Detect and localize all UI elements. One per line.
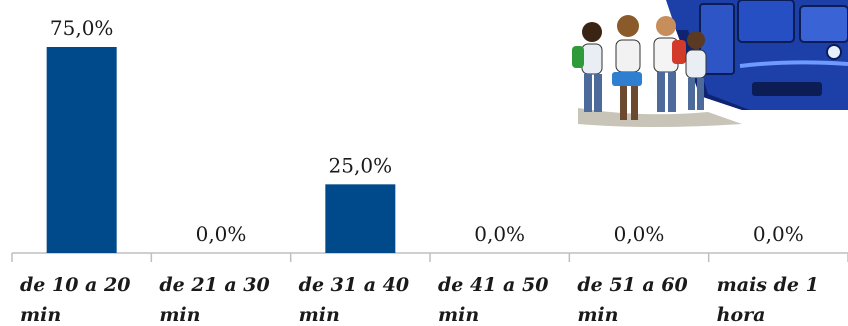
students-bus-illustration-icon — [572, 0, 848, 127]
category-label-1-line-2: min — [20, 304, 61, 326]
data-label-3: 25,0% — [329, 153, 393, 177]
x-axis-ticks — [11, 253, 848, 262]
category-label-3-line-1: de 31 a 40 — [299, 274, 409, 296]
category-label-4-line-2: min — [438, 304, 479, 326]
category-label-6-line-1: mais de 1 — [717, 274, 819, 296]
data-label-1: 75,0% — [50, 16, 114, 40]
category-label-5-line-2: min — [577, 304, 618, 326]
data-label-6: 0,0% — [753, 222, 804, 246]
data-labels: 75,0% 0,0% 25,0% 0,0% 0,0% 0,0% — [50, 16, 804, 246]
bar-series — [46, 47, 396, 253]
category-label-1-line-1: de 10 a 20 — [20, 274, 130, 296]
category-label-2-line-1: de 21 a 30 — [159, 274, 269, 296]
category-label-3-line-2: min — [299, 304, 340, 326]
category-label-5-line-1: de 51 a 60 — [577, 274, 687, 296]
category-label-4-line-1: de 41 a 50 — [438, 274, 548, 296]
bar-1 — [46, 47, 117, 253]
data-label-2: 0,0% — [196, 222, 247, 246]
category-label-6-line-2: hora — [717, 304, 766, 326]
category-labels: de 10 a 20 min de 21 a 30 min de 31 a 40 min d… — [20, 274, 819, 326]
category-label-2-line-2: min — [159, 304, 200, 326]
bar-3 — [325, 184, 396, 253]
data-label-5: 0,0% — [614, 222, 665, 246]
data-label-4: 0,0% — [474, 222, 525, 246]
